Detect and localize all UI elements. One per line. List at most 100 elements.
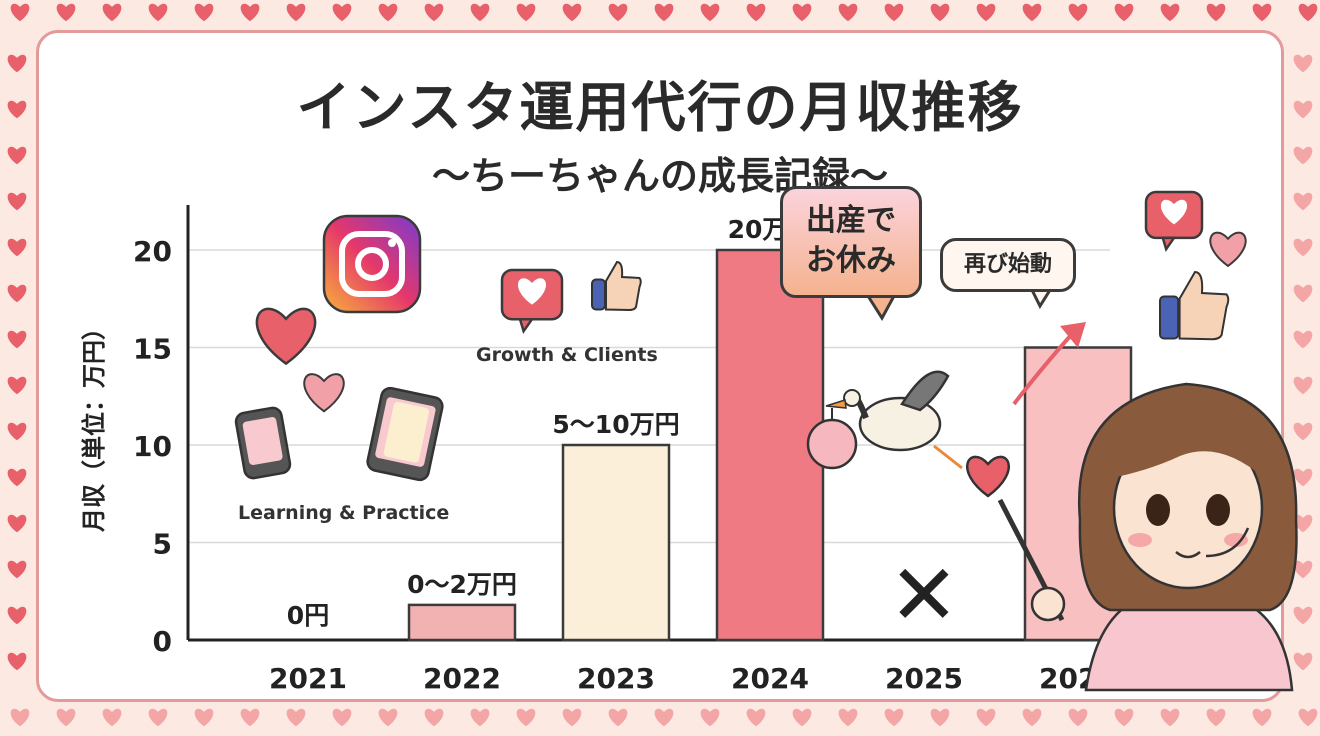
border-heart-icon xyxy=(7,468,27,487)
border-heart-icon xyxy=(1160,3,1180,22)
border-heart-icon xyxy=(516,708,536,727)
bar-2024 xyxy=(715,248,825,642)
border-heart-icon xyxy=(746,3,766,22)
baby-bundle xyxy=(806,418,858,470)
border-heart-icon xyxy=(10,3,30,22)
trend-arrow xyxy=(1012,332,1074,406)
bubble-tail xyxy=(1029,288,1053,310)
border-heart-icon xyxy=(1068,3,1088,22)
border-heart-icon xyxy=(1298,3,1318,22)
thumbs-up-icon xyxy=(1159,270,1230,341)
border-heart-icon xyxy=(930,708,950,727)
border-heart-icon xyxy=(746,708,766,727)
border-heart-icon xyxy=(286,3,306,22)
border-heart-icon xyxy=(1022,3,1042,22)
border-heart-icon xyxy=(1252,708,1272,727)
border-heart-icon xyxy=(332,708,352,727)
growth-annotation: Growth & Clients xyxy=(476,344,658,366)
border-heart-icon xyxy=(654,3,674,22)
bar-2023 xyxy=(561,443,671,642)
x-tick-label: 2025 xyxy=(885,662,963,695)
restart-speech-bubble: 再び始動 xyxy=(940,238,1076,292)
border-heart-icon xyxy=(1293,54,1313,73)
border-heart-icon xyxy=(7,100,27,119)
border-heart-icon xyxy=(424,708,444,727)
border-heart-icon xyxy=(7,284,27,303)
border-heart-icon xyxy=(562,3,582,22)
border-heart-icon xyxy=(194,708,214,727)
missing-mark: ✕ xyxy=(889,546,959,644)
border-heart-icon xyxy=(1114,3,1134,22)
border-heart-icon xyxy=(1114,708,1134,727)
border-heart-icon xyxy=(976,708,996,727)
border-heart-icon xyxy=(1206,708,1226,727)
heart-icon xyxy=(303,373,345,413)
border-heart-icon xyxy=(976,3,996,22)
border-heart-icon xyxy=(700,3,720,22)
y-tick-label: 20 xyxy=(133,235,172,268)
border-heart-icon xyxy=(102,3,122,22)
border-heart-icon xyxy=(378,3,398,22)
border-heart-icon xyxy=(608,708,628,727)
y-tick-label: 15 xyxy=(133,333,172,366)
border-heart-icon xyxy=(7,560,27,579)
border-heart-icon xyxy=(378,708,398,727)
labels: 0 5 10 15 20 月収（単位：万円） 2021 0円 2022 0〜2万円 2023 5〜10… xyxy=(80,215,1117,695)
border-heart-icon xyxy=(1293,192,1313,211)
border-heart-icon xyxy=(1293,100,1313,119)
border-heart-icon xyxy=(10,708,30,727)
border-heart-icon xyxy=(1293,146,1313,165)
border-heart-icon xyxy=(102,708,122,727)
border-heart-icon xyxy=(7,376,27,395)
thumbs-up-icon xyxy=(591,260,642,312)
x-tick-label: 2021 xyxy=(269,662,347,695)
border-heart-icon xyxy=(56,3,76,22)
y-axis-label: 月収（単位：万円） xyxy=(80,316,108,533)
border-heart-icon xyxy=(1293,422,1313,441)
border-heart-icon xyxy=(792,708,812,727)
x-tick-label: 2022 xyxy=(423,662,501,695)
border-heart-icon xyxy=(470,3,490,22)
bar-2022 xyxy=(407,603,517,642)
border-heart-icon xyxy=(516,3,536,22)
border-heart-icon xyxy=(1293,652,1313,671)
border-heart-icon xyxy=(7,330,27,349)
page-title: インスタ運用代行の月収推移 xyxy=(296,76,1024,139)
border-heart-icon xyxy=(7,606,27,625)
border-heart-icon xyxy=(562,708,582,727)
border-heart-icon xyxy=(1293,238,1313,257)
maternity-speech-bubble: 出産で お休み xyxy=(780,186,922,298)
border-heart-icon xyxy=(792,3,812,22)
border-heart-icon xyxy=(56,708,76,727)
heart-icon xyxy=(1209,231,1247,268)
y-tick-label: 10 xyxy=(133,430,172,463)
border-heart-icon xyxy=(194,3,214,22)
like-notification-icon xyxy=(500,268,564,335)
border-heart-icon xyxy=(700,708,720,727)
border-heart-icon xyxy=(424,3,444,22)
border-heart-icon xyxy=(1293,468,1313,487)
girl-character-illustration xyxy=(966,382,1298,692)
smartphone-icon xyxy=(234,406,292,480)
border-heart-icon xyxy=(332,3,352,22)
x-tick-label: 2024 xyxy=(731,662,809,695)
border-heart-icon xyxy=(7,514,27,533)
border-heart-icon xyxy=(608,3,628,22)
border-heart-icon xyxy=(1293,560,1313,579)
stork-icon xyxy=(806,370,963,470)
trend-arrow-head xyxy=(1060,322,1086,348)
learning-annotation: Learning & Practice xyxy=(238,502,450,524)
border-heart-icon xyxy=(1293,284,1313,303)
like-notification-icon xyxy=(1144,190,1204,252)
instagram-icon xyxy=(322,214,422,314)
border-heart-icon xyxy=(148,708,168,727)
border-heart-icon xyxy=(1293,376,1313,395)
y-tick-label: 0 xyxy=(153,625,172,658)
border-heart-icon xyxy=(838,3,858,22)
data-label: 0〜2万円 xyxy=(407,570,517,599)
border-heart-icon xyxy=(654,708,674,727)
border-heart-icon xyxy=(7,192,27,211)
border-heart-icon xyxy=(7,652,27,671)
border-heart-icon xyxy=(884,708,904,727)
